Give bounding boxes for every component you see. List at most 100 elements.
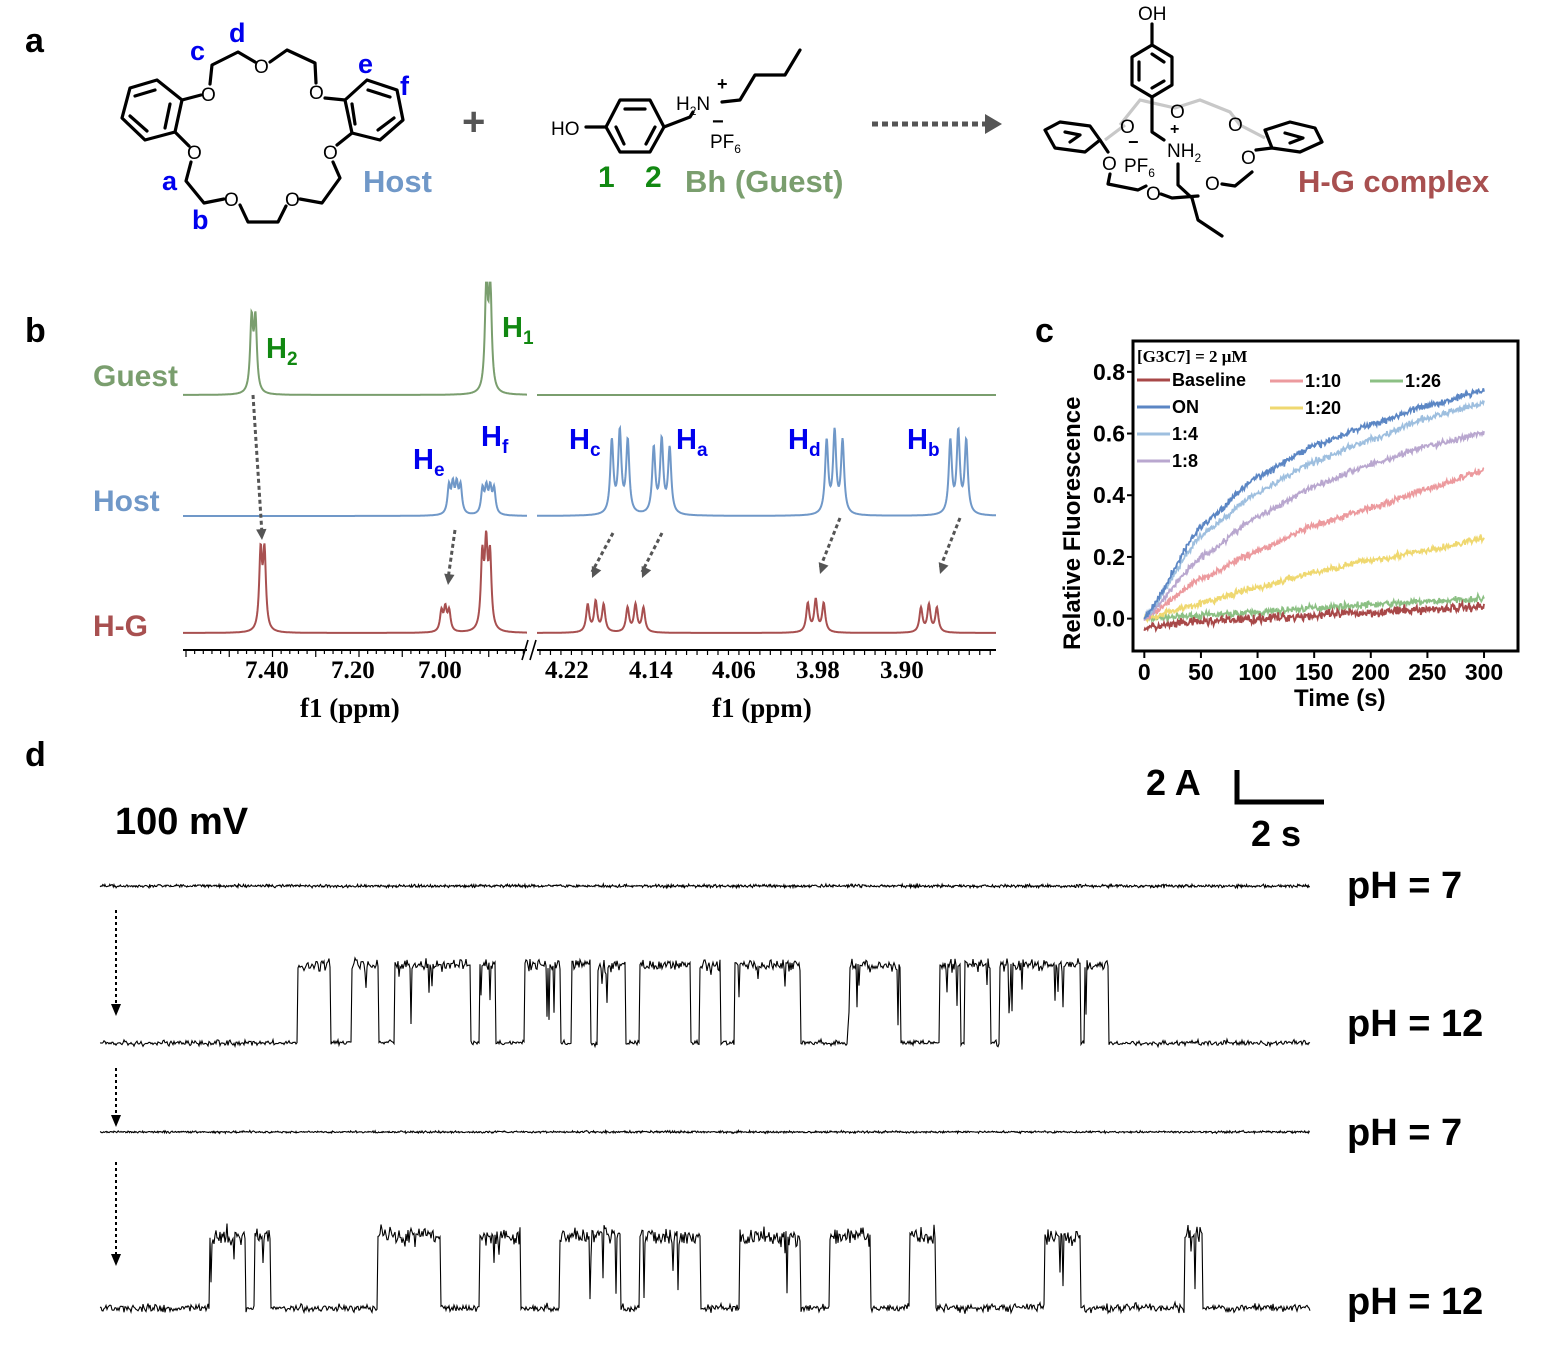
- shift-arrow: [251, 394, 264, 535]
- shift-arrow: [590, 532, 615, 573]
- scale-bar: [1234, 770, 1324, 805]
- guest-structure: HO H2N + − PF6 1 2 Bh (Guest): [551, 48, 843, 199]
- tick-label: 3.90: [880, 657, 924, 684]
- complex-plus-charge: +: [1170, 121, 1179, 138]
- y-tick-label: 0.4: [1093, 482, 1125, 508]
- x-axis-label: Time (s): [1294, 685, 1386, 712]
- proton-label-d: d: [229, 18, 246, 48]
- scale-bar-time-label: 2 s: [1251, 813, 1301, 854]
- series-line-1-20: [1143, 534, 1485, 624]
- current-trace: [99, 1128, 1311, 1135]
- y-tick-label: 0.6: [1093, 421, 1125, 447]
- nmr-spectra: Guest Host H-G H2 H1 He Hf Hc Ha Hd Hb 7…: [93, 281, 996, 723]
- host-oxygen: O: [309, 83, 324, 104]
- guest-label: Bh (Guest): [685, 164, 843, 199]
- series-line-1-8: [1143, 429, 1485, 621]
- proton-label-1: 1: [598, 161, 615, 194]
- peak-label-hd: Hd: [788, 424, 821, 461]
- legend-label: 1:4: [1172, 424, 1198, 444]
- host-oxygen: O: [323, 143, 338, 164]
- x-axis-label: f1 (ppm): [712, 693, 812, 723]
- nmr-peak-labels: H2 H1 He Hf Hc Ha Hd Hb: [266, 312, 940, 481]
- scale-bar-current-label: 2 A: [1146, 762, 1201, 803]
- host-oxygen: O: [224, 190, 239, 211]
- y-axis-label: Relative Fluorescence: [1059, 397, 1086, 650]
- condition-label: pH = 7: [1347, 1112, 1462, 1154]
- panel-label-d: d: [25, 736, 46, 774]
- fluorescence-chart: 0 50 100 150 200 250 300 0.0 0.2 0.4 0.6 0.8 [G3C7]…: [1059, 339, 1520, 712]
- shift-arrow: [446, 529, 457, 580]
- guest-plus-charge: +: [717, 74, 728, 94]
- arrow-head-icon: [256, 528, 267, 540]
- peak-label-he: He: [413, 444, 445, 481]
- panel-label-c: c: [1035, 312, 1054, 350]
- shift-arrow: [818, 517, 842, 569]
- tick-label: 7.00: [418, 657, 462, 684]
- proton-label-c: c: [190, 36, 205, 66]
- complex-oxygen: O: [1102, 154, 1117, 175]
- complex-ammonium: NH2: [1167, 141, 1201, 165]
- complex-oxygen: O: [1241, 148, 1256, 169]
- tick-label: 7.20: [331, 657, 375, 684]
- shift-arrow: [938, 517, 962, 569]
- tick-label: 4.14: [629, 657, 673, 684]
- nmr-spectrum-guest: [183, 281, 527, 396]
- current-traces-panel: 100 mV 2 A 2 s pH = 7 pH = 12 pH = 7 pH …: [99, 762, 1483, 1323]
- legend-label: 1:10: [1305, 371, 1341, 391]
- condition-label: pH = 12: [1347, 1281, 1483, 1323]
- voltage-label: 100 mV: [115, 801, 249, 843]
- legend-label: 1:20: [1305, 398, 1341, 418]
- x-tick-label: 100: [1238, 659, 1276, 685]
- complex-oxygen: O: [1205, 174, 1220, 195]
- proton-label-2: 2: [645, 161, 662, 194]
- complex-oxygen: O: [1146, 184, 1161, 205]
- host-oxygen: O: [187, 143, 202, 164]
- panel-label-a: a: [25, 22, 45, 60]
- reaction-arrow: [872, 114, 1002, 134]
- guest-minus-charge: −: [712, 111, 724, 133]
- complex-oxygen-back: O: [1228, 115, 1243, 136]
- proton-label-b: b: [192, 205, 209, 235]
- x-axis-label: f1 (ppm): [300, 693, 400, 723]
- series-line-1-10: [1143, 466, 1485, 622]
- current-trace: [99, 882, 1311, 890]
- proton-label-f: f: [400, 71, 410, 101]
- peak-label-hc: Hc: [569, 424, 601, 461]
- complex-label: H-G complex: [1298, 164, 1490, 199]
- series-line-on: [1143, 387, 1485, 620]
- y-tick-label: 0.0: [1093, 606, 1125, 632]
- nmr-axis: 7.40 7.20 7.00 4.22 4.14 4.06 3.98 3.90 …: [183, 639, 996, 723]
- arrow-head-icon: [641, 566, 652, 578]
- legend-label: 1:26: [1405, 371, 1441, 391]
- x-tick-label: 0: [1138, 659, 1151, 685]
- sequence-arrows: [111, 910, 121, 1266]
- legend: Baseline ON 1:4 1:8 1:10 1:20 1:26: [1137, 370, 1441, 471]
- peak-label-ha: Ha: [676, 424, 708, 461]
- x-tick-label: 50: [1188, 659, 1214, 685]
- x-tick-label: 150: [1295, 659, 1333, 685]
- complex-structure: OH O O O + NH2 − PF6 O O O O H-G complex: [1043, 4, 1490, 238]
- series-line-1-26: [1143, 591, 1485, 625]
- complex-hydroxyl: OH: [1138, 4, 1167, 25]
- peak-label-hf: Hf: [481, 421, 509, 458]
- chart-series: [1143, 387, 1485, 633]
- current-trace: [99, 956, 1311, 1049]
- complex-oxygen-back: O: [1170, 102, 1185, 123]
- arrow-head-icon: [591, 566, 602, 578]
- shift-arrow: [640, 532, 664, 573]
- complex-counterion: PF6: [1124, 156, 1155, 180]
- peak-label-hb: Hb: [907, 424, 940, 461]
- y-tick-label: 0.8: [1093, 359, 1125, 385]
- nmr-spectrum-h-g: [183, 530, 527, 634]
- spectrum-label-guest: Guest: [93, 360, 178, 393]
- axis-break-icon: [521, 639, 537, 661]
- proton-label-a: a: [162, 166, 178, 196]
- condition-label: pH = 12: [1347, 1003, 1483, 1045]
- plus-sign: +: [462, 100, 485, 144]
- host-oxygen: O: [285, 190, 300, 211]
- tick-label: 7.40: [245, 657, 289, 684]
- peak-label-h2: H2: [266, 333, 298, 370]
- chart-ticks: 0 50 100 150 200 250 300 0.0 0.2 0.4 0.6 0.8: [1093, 359, 1503, 685]
- current-trace: [99, 1223, 1311, 1315]
